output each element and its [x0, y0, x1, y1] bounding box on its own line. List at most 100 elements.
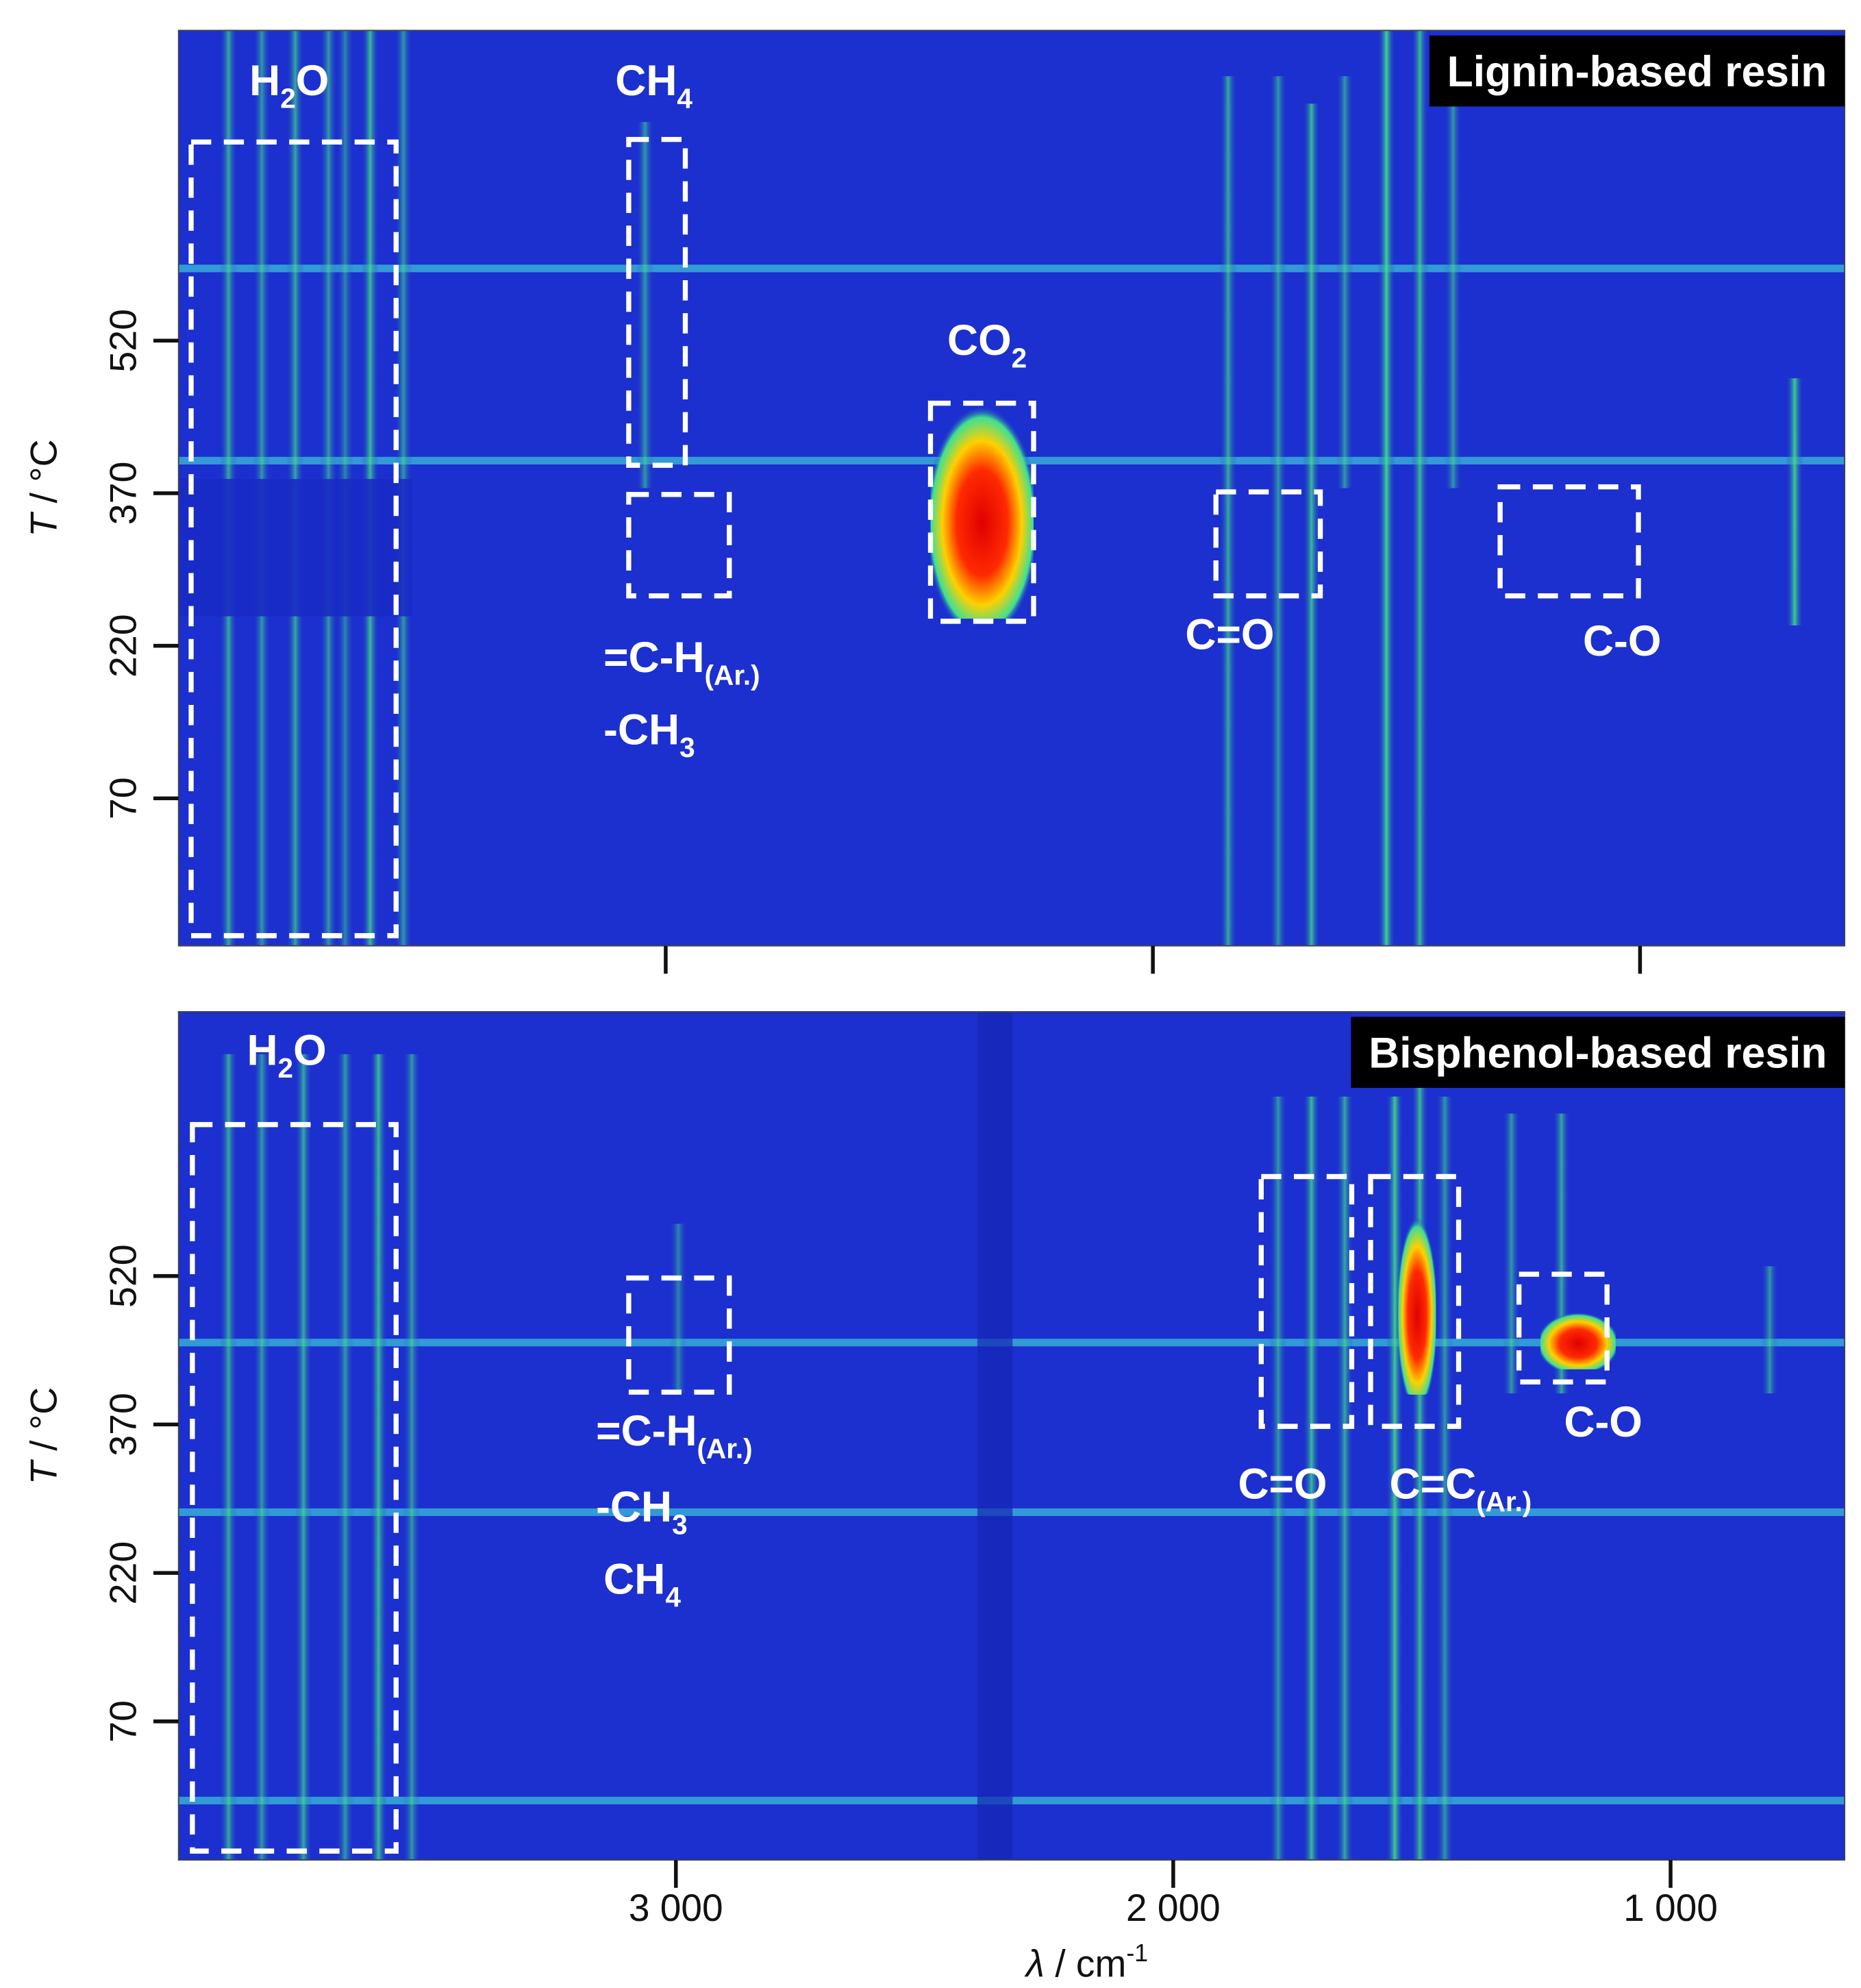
x-tick-label: 2 000	[1126, 1887, 1221, 1929]
text-part: CH	[603, 1555, 665, 1603]
axis-symbol: λ	[1024, 1942, 1045, 1985]
spectral-band	[1336, 1096, 1354, 1861]
y-tick-label: 520	[101, 1244, 144, 1308]
y-tick-label: 370	[101, 1393, 144, 1456]
y-tick-label: 520	[101, 309, 144, 373]
hot-spot	[1540, 1312, 1616, 1369]
spectral-band	[1336, 76, 1354, 488]
text-part: CH	[615, 57, 677, 105]
subscript: 4	[677, 82, 692, 114]
plot-frame	[177, 1010, 1846, 1861]
annotation: -CH3	[603, 706, 695, 763]
spectral-band	[1377, 30, 1396, 946]
annotation: C-O	[1564, 1398, 1642, 1446]
annotation: C=O	[1185, 610, 1274, 658]
highlight-box	[927, 400, 1036, 624]
annotation: C-O	[1583, 617, 1661, 665]
y-axis-label: T / °C	[23, 439, 65, 536]
annotation: =C-H(Ar.)	[596, 1407, 752, 1465]
highlight-box	[626, 1275, 732, 1395]
highlight-box	[1258, 1173, 1355, 1429]
subscript: (Ar.)	[1476, 1486, 1532, 1517]
highlight-box	[1368, 1173, 1462, 1429]
annotation: H2O	[249, 57, 329, 114]
highlight-box	[188, 139, 399, 939]
subscript: (Ar.)	[705, 659, 760, 691]
text-part: H	[247, 1026, 277, 1074]
spectral-band	[1411, 30, 1429, 946]
highlight-box	[626, 136, 688, 468]
annotation: H2O	[247, 1026, 326, 1084]
spectral-band	[1219, 76, 1237, 946]
highlight-box	[626, 492, 732, 599]
spectral-band	[1436, 1096, 1454, 1861]
y-tick-label: 220	[101, 614, 144, 678]
highlight-box	[1213, 489, 1323, 599]
annotation: =C-H(Ar.)	[603, 634, 760, 691]
spectral-band	[295, 1054, 312, 1861]
spectral-band	[669, 1223, 688, 1394]
subscript: 4	[665, 1581, 681, 1613]
spectral-band	[1302, 1096, 1321, 1861]
y-tick-label: 70	[101, 778, 144, 820]
axis-unit: / °C	[23, 1387, 65, 1462]
text-part: =C-H	[603, 634, 704, 682]
plot-frame	[177, 29, 1846, 947]
y-axis-label: T / °C	[23, 1387, 65, 1484]
annotation: CH4	[615, 57, 692, 114]
text-part: -CH	[603, 706, 679, 754]
superscript: -1	[1126, 1939, 1148, 1967]
panel-label-box	[1429, 35, 1845, 107]
subscript: 2	[278, 1052, 294, 1084]
text-part: -CH	[596, 1483, 672, 1531]
subscript: (Ar.)	[697, 1432, 753, 1464]
annotation: CO2	[947, 316, 1027, 374]
spectral-band	[1444, 76, 1462, 488]
spectral-band	[219, 1054, 238, 1861]
spectral-band	[336, 1054, 354, 1861]
x-tick-label: 1 000	[1623, 1887, 1718, 1929]
spectral-band	[1786, 378, 1804, 625]
axis-symbol: T	[23, 511, 65, 537]
axis-symbol: T	[23, 1458, 65, 1484]
text-part: =C-H	[596, 1407, 697, 1455]
text-part: H	[249, 57, 280, 105]
y-tick-label: 220	[101, 1541, 144, 1605]
subscript: 2	[1012, 343, 1027, 374]
quiet-zone	[977, 1011, 1013, 1861]
text-part: C-O	[1583, 617, 1661, 665]
spectral-band	[1269, 1096, 1287, 1861]
text-part: C=C	[1390, 1460, 1477, 1508]
text-part: C=O	[1185, 610, 1274, 658]
spectral-band	[1760, 1266, 1779, 1394]
panel-label: Lignin-based resin	[1447, 48, 1827, 96]
axis-unit: / °C	[23, 439, 65, 514]
subscript: 2	[280, 82, 296, 114]
spectral-band	[1302, 103, 1321, 946]
spectral-band	[1502, 1113, 1521, 1394]
spectral-band	[403, 1054, 421, 1861]
spectral-band	[253, 1054, 271, 1861]
spectral-band	[1269, 76, 1287, 946]
text-part: C=O	[1238, 1460, 1327, 1508]
text-part: CO	[947, 316, 1012, 364]
x-tick-label: 3 000	[629, 1887, 723, 1929]
quiet-zone	[178, 479, 412, 617]
text-part: C-O	[1564, 1398, 1642, 1446]
text-part: O	[296, 57, 329, 105]
highlight-box	[1497, 484, 1641, 599]
x-axis-label: λ / cm-1	[1024, 1939, 1148, 1985]
text-part: O	[293, 1026, 327, 1074]
axis-unit: / cm	[1045, 1942, 1126, 1985]
hot-spot	[930, 406, 1034, 619]
spectral-line	[178, 264, 1845, 273]
annotation: C=C(Ar.)	[1390, 1460, 1532, 1517]
highlight-box	[190, 1121, 399, 1854]
subscript: 3	[679, 732, 695, 763]
subscript: 3	[672, 1508, 688, 1540]
spectral-band	[636, 122, 654, 488]
highlight-box	[1516, 1271, 1610, 1385]
y-tick-label: 370	[101, 462, 144, 525]
spectral-band	[369, 1054, 388, 1861]
